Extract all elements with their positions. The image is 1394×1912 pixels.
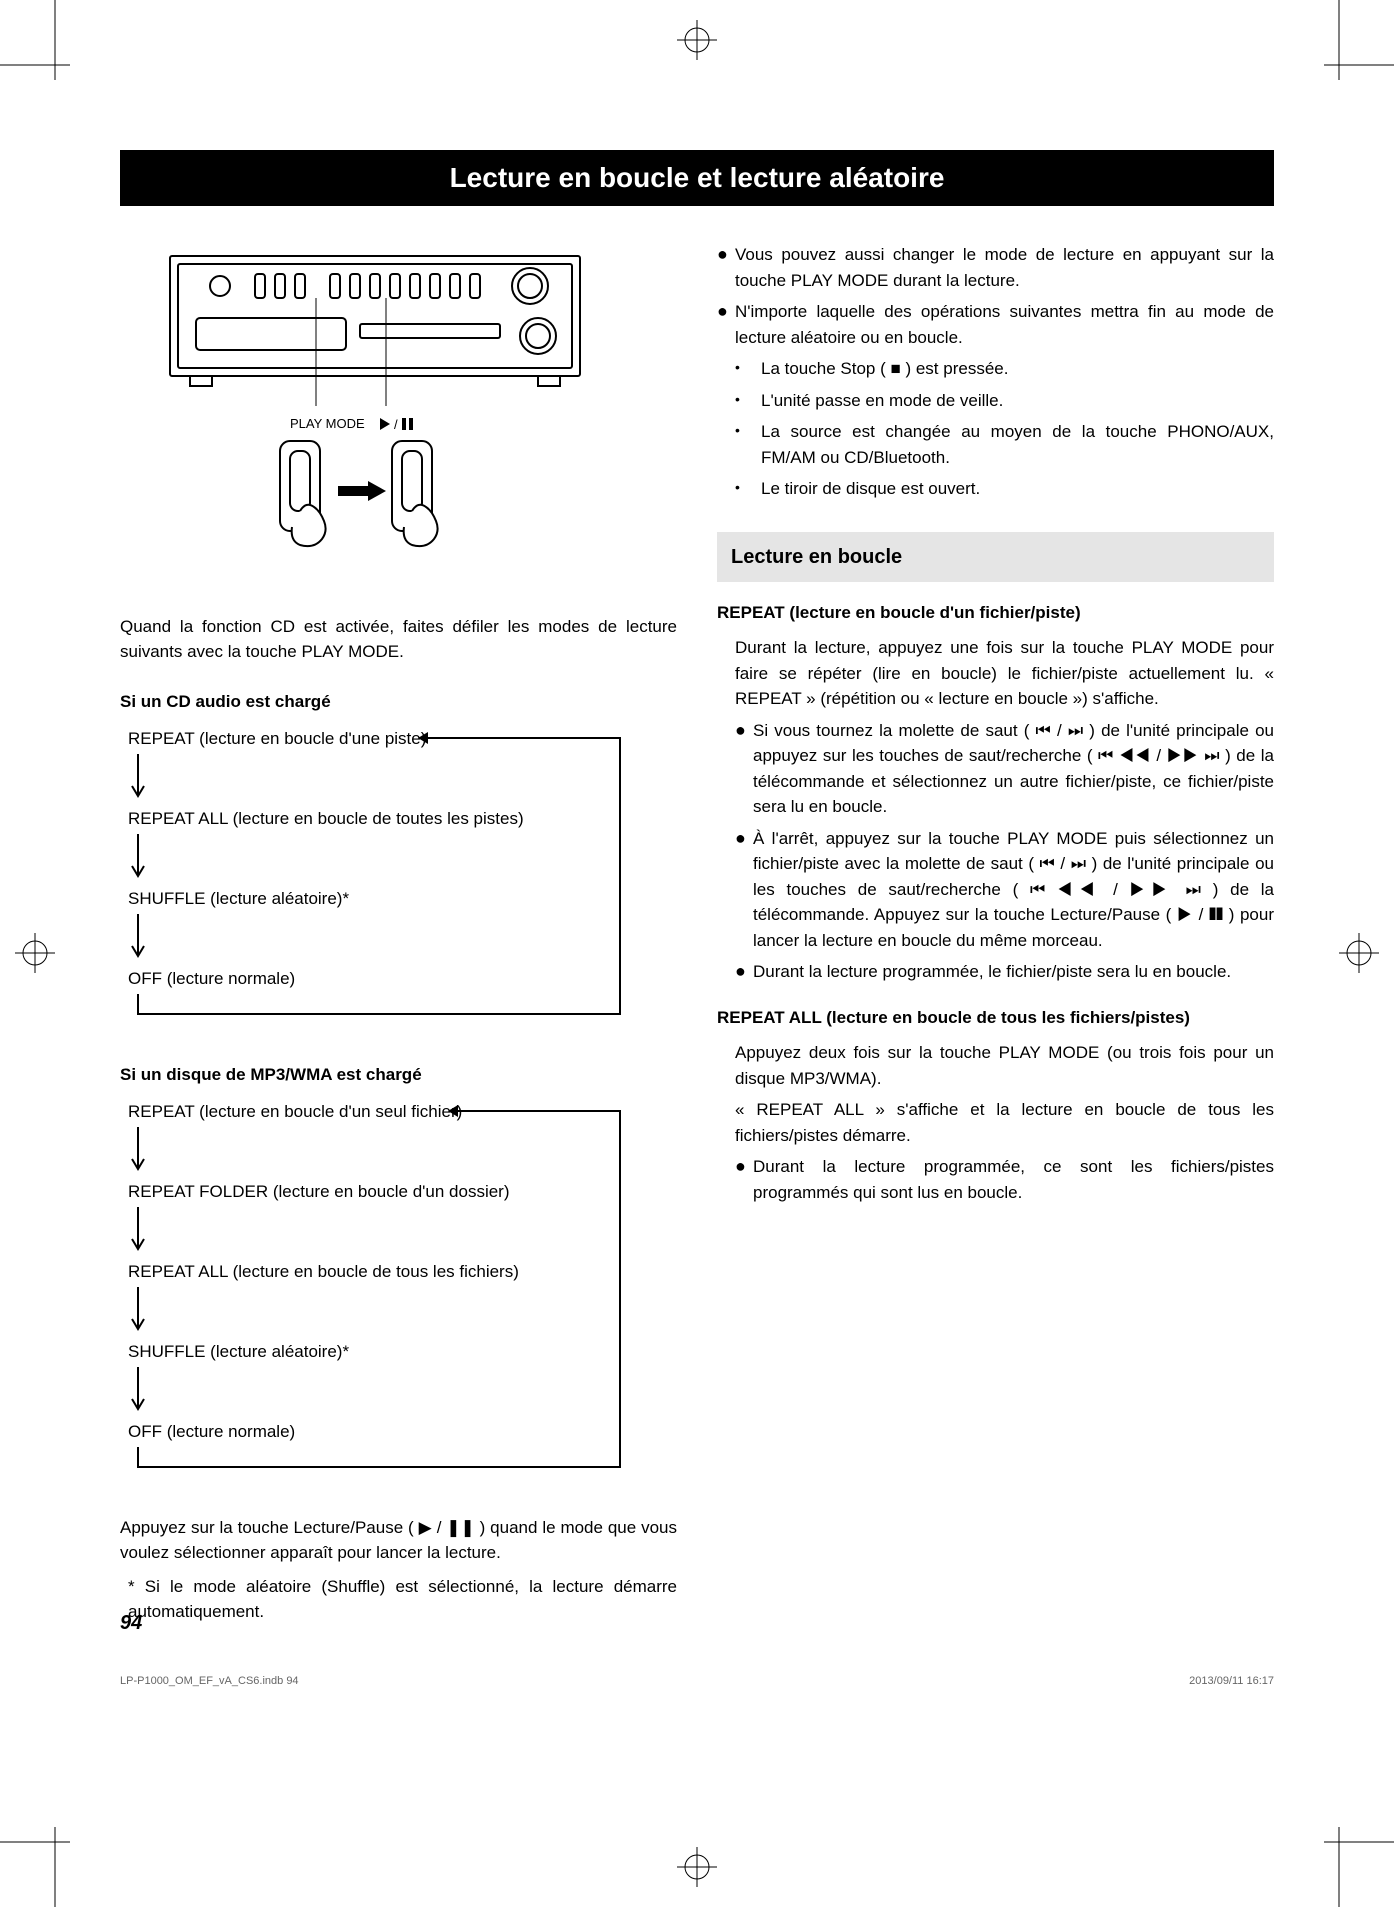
bullet-text: Durant la lecture programmée, le fichier… — [753, 959, 1274, 985]
top-bullets: ● Vous pouvez aussi changer le mode de l… — [717, 242, 1274, 350]
cd-flow: REPEAT (lecture en boucle d'une piste) R… — [120, 724, 677, 1032]
mp3-item-2: REPEAT ALL (lecture en boucle de tous le… — [128, 1262, 519, 1281]
cd-item-3: OFF (lecture normale) — [128, 969, 295, 988]
bullet-icon: • — [735, 388, 761, 414]
footer-filename: LP-P1000_OM_EF_vA_CS6.indb 94 — [120, 1675, 299, 1687]
bullet-icon: • — [735, 476, 761, 502]
mp3-item-1: REPEAT FOLDER (lecture en boucle d'un do… — [128, 1182, 510, 1201]
sub-bullet-0: • La touche Stop ( ■ ) est pressée. — [735, 356, 1274, 382]
repeat-all-bullets: ● Durant la lecture programmée, ce sont … — [717, 1154, 1274, 1205]
page: Lecture en boucle et lecture aléatoire — [0, 0, 1394, 1705]
cd-heading: Si un CD audio est chargé — [120, 689, 677, 715]
bullet-text: Durant la lecture programmée, ce sont le… — [753, 1154, 1274, 1205]
sub-bullet-3: • Le tiroir de disque est ouvert. — [735, 476, 1274, 502]
bullet-text: À l'arrêt, appuyez sur la touche PLAY MO… — [753, 826, 1274, 954]
bullet-icon: ● — [735, 959, 753, 985]
page-number: 94 — [120, 1612, 142, 1635]
bullet-text: Vous pouvez aussi changer le mode de lec… — [735, 242, 1274, 293]
repeat-all-heading: REPEAT ALL (lecture en boucle de tous le… — [717, 1005, 1274, 1031]
repeat-heading: REPEAT (lecture en boucle d'un fichier/p… — [717, 600, 1274, 626]
bullet-text: N'importe laquelle des opérations suivan… — [735, 299, 1274, 350]
sub-bullets: • La touche Stop ( ■ ) est pressée. • L'… — [717, 356, 1274, 502]
play-mode-label-text: PLAY MODE — [290, 416, 365, 431]
repeat-bullet-2: ● Durant la lecture programmée, le fichi… — [735, 959, 1274, 985]
mp3-item-4: OFF (lecture normale) — [128, 1422, 295, 1441]
cd-item-1: REPEAT ALL (lecture en boucle de toutes … — [128, 809, 524, 828]
repeat-all-bullet-0: ● Durant la lecture programmée, ce sont … — [735, 1154, 1274, 1205]
cd-item-2: SHUFFLE (lecture aléatoire)* — [128, 889, 349, 908]
bullet-text: Le tiroir de disque est ouvert. — [761, 476, 1274, 502]
device-illustration: PLAY MODE / — [160, 246, 677, 594]
right-column: ● Vous pouvez aussi changer le mode de l… — [717, 236, 1274, 1625]
repeat-para: Durant la lecture, appuyez une fois sur … — [717, 635, 1274, 712]
bullet-text: L'unité passe en mode de veille. — [761, 388, 1274, 414]
bullet-icon: ● — [717, 299, 735, 350]
mp3-item-0: REPEAT (lecture en boucle d'un seul fich… — [128, 1102, 462, 1121]
bullet-text: La touche Stop ( ■ ) est pressée. — [761, 356, 1274, 382]
mp3-item-3: SHUFFLE (lecture aléatoire)* — [128, 1342, 349, 1361]
bullet-icon: ● — [735, 1154, 753, 1205]
section-heading-repeat: Lecture en boucle — [717, 532, 1274, 582]
cd-item-0: REPEAT (lecture en boucle d'une piste) — [128, 729, 426, 748]
content-columns: PLAY MODE / — [120, 236, 1274, 1625]
left-column: PLAY MODE / — [120, 236, 677, 1625]
mp3-heading: Si un disque de MP3/WMA est chargé — [120, 1062, 677, 1088]
sub-bullet-2: • La source est changée au moyen de la t… — [735, 419, 1274, 470]
intro-text: Quand la fonction CD est activée, faites… — [120, 614, 677, 665]
repeat-all-para1: Appuyez deux fois sur la touche PLAY MOD… — [717, 1040, 1274, 1091]
footer-timestamp: 2013/09/11 16:17 — [1189, 1675, 1274, 1687]
repeat-bullet-0: ● Si vous tournez la molette de saut ( ⏮… — [735, 718, 1274, 820]
page-title: Lecture en boucle et lecture aléatoire — [120, 150, 1274, 206]
bullet-icon: ● — [717, 242, 735, 293]
repeat-all-para2: « REPEAT ALL » s'affiche et la lecture e… — [717, 1097, 1274, 1148]
bullet-icon: ● — [735, 718, 753, 820]
shuffle-footnote: * Si le mode aléatoire (Shuffle) est sél… — [120, 1574, 677, 1625]
bullet-icon: ● — [735, 826, 753, 954]
bullet-text: La source est changée au moyen de la tou… — [761, 419, 1274, 470]
sub-bullet-1: • L'unité passe en mode de veille. — [735, 388, 1274, 414]
bullet-icon: • — [735, 356, 761, 382]
bullet-text: Si vous tournez la molette de saut ( ⏮ /… — [753, 718, 1274, 820]
bullet-icon: • — [735, 419, 761, 470]
mp3-flow: REPEAT (lecture en boucle d'un seul fich… — [120, 1097, 677, 1485]
repeat-bullets: ● Si vous tournez la molette de saut ( ⏮… — [717, 718, 1274, 985]
top-bullet-0: ● Vous pouvez aussi changer le mode de l… — [717, 242, 1274, 293]
after-flow-text: Appuyez sur la touche Lecture/Pause ( ▶ … — [120, 1515, 677, 1566]
top-bullet-1: ● N'importe laquelle des opérations suiv… — [717, 299, 1274, 350]
svg-text:/: / — [394, 417, 398, 432]
repeat-bullet-1: ● À l'arrêt, appuyez sur la touche PLAY … — [735, 826, 1274, 954]
